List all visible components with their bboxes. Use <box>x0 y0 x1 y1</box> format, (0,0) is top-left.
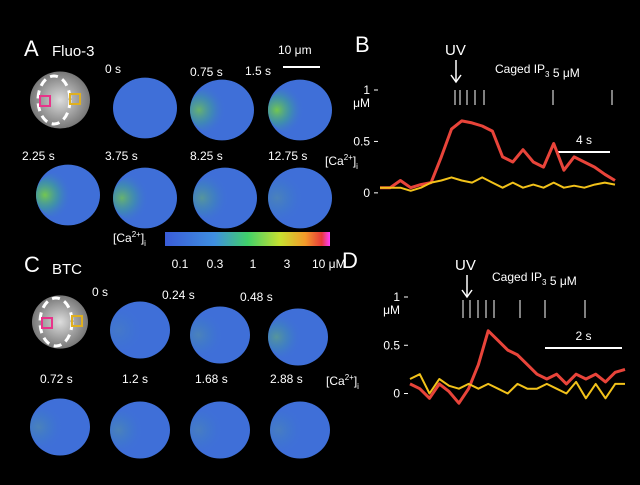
trace <box>409 373 625 400</box>
colorbar-tick: 3 <box>284 257 291 271</box>
cell-signal <box>110 409 152 451</box>
y-axis-label-part: 2+ <box>344 153 353 162</box>
caged-label-part: Caged IP <box>492 270 542 284</box>
y-tick-label: 0.5 <box>353 134 370 148</box>
time-scale-label: 2 s <box>575 329 591 343</box>
y-unit: μM <box>353 96 370 110</box>
colorbar-label-part: ] <box>141 231 144 245</box>
colorbar-label-part: i <box>144 239 146 248</box>
y-unit: μM <box>383 303 400 317</box>
colorbar-tick: 0.1 <box>172 257 189 271</box>
cell-signal <box>190 314 232 356</box>
roi-red <box>41 317 53 329</box>
colorbar-label-part: 2+ <box>132 230 141 239</box>
cell-signal <box>268 316 310 358</box>
time-label: 0 s <box>92 285 108 299</box>
cell-signal <box>110 309 152 351</box>
colorbar <box>165 232 330 246</box>
panel-letter: D <box>342 248 358 273</box>
cell-signal <box>268 175 313 221</box>
scale-label: 10 μm <box>278 43 312 57</box>
time-label: 2.25 s <box>22 149 55 163</box>
y-tick-label: 0 <box>363 186 370 200</box>
time-label: 0.75 s <box>190 65 223 79</box>
arrow-head <box>461 289 473 299</box>
y-axis-label: [Ca2+]i <box>325 153 358 171</box>
roi-red <box>39 95 51 107</box>
cell-signal <box>30 406 72 448</box>
caged-label-part: 3 <box>545 70 550 79</box>
y-tick-label: 0.5 <box>383 338 400 352</box>
time-label: 0.72 s <box>40 372 73 386</box>
colorbar-label-part: [Ca <box>113 231 132 245</box>
caged-label-part: 3 <box>542 278 547 287</box>
y-axis-label-part: i <box>357 382 359 391</box>
trace <box>380 176 616 192</box>
trace <box>380 119 616 190</box>
y-axis-label-part: ] <box>354 374 357 388</box>
colorbar-tick: 1 <box>250 257 257 271</box>
cell-signal <box>193 175 238 221</box>
cell-signal <box>270 409 312 451</box>
stimulus-label: UV <box>455 257 476 274</box>
panel-letter: A <box>24 36 39 61</box>
y-axis-label-part: [Ca <box>326 374 345 388</box>
dye-label: Fluo-3 <box>52 43 95 60</box>
trace <box>409 329 626 405</box>
y-axis-label-part: i <box>356 162 358 171</box>
stimulus-label: UV <box>445 42 466 59</box>
roi-yellow <box>69 93 81 105</box>
time-label: 2.88 s <box>270 372 303 386</box>
time-label: 1.5 s <box>245 64 271 78</box>
time-label: 12.75 s <box>268 149 307 163</box>
caged-label-part: 5 μM <box>550 66 580 80</box>
time-label: 1.2 s <box>122 372 148 386</box>
cell-image <box>32 295 88 349</box>
y-tick-label: 1 <box>393 290 400 304</box>
time-label: 8.25 s <box>190 149 223 163</box>
colorbar-label: [Ca2+]i <box>113 230 146 248</box>
time-label: 3.75 s <box>105 149 138 163</box>
y-tick-label: 1 <box>363 83 370 97</box>
roi-yellow <box>71 315 83 327</box>
arrow-head <box>450 74 462 84</box>
cell-signal <box>36 172 81 218</box>
caged-label-part: Caged IP <box>495 62 545 76</box>
cell-signal <box>268 87 313 133</box>
cell-signal <box>190 87 235 133</box>
cell-signal <box>190 409 232 451</box>
time-scale-label: 4 s <box>576 133 592 147</box>
y-tick-label: 0 <box>393 387 400 401</box>
cell-image <box>30 71 90 129</box>
colorbar-tick: 10 μM <box>312 257 346 271</box>
y-axis-label: [Ca2+]i <box>326 373 359 391</box>
cell-image <box>113 77 177 139</box>
cell-signal <box>112 175 158 221</box>
panel-letter: C <box>24 252 40 277</box>
time-label: 1.68 s <box>195 372 228 386</box>
time-label: 0 s <box>105 62 121 76</box>
caged-label: Caged IP3 5 μM <box>495 62 580 80</box>
time-label: 0.24 s <box>162 288 195 302</box>
caged-label-part: 5 μM <box>547 274 577 288</box>
y-axis-label-part: [Ca <box>325 154 344 168</box>
panel-letter: B <box>355 32 370 57</box>
y-axis-label-part: ] <box>353 154 356 168</box>
y-axis-label-part: 2+ <box>345 373 354 382</box>
time-label: 0.48 s <box>240 290 273 304</box>
caged-label: Caged IP3 5 μM <box>492 270 577 288</box>
dye-label: BTC <box>52 261 82 278</box>
colorbar-tick: 0.3 <box>207 257 224 271</box>
